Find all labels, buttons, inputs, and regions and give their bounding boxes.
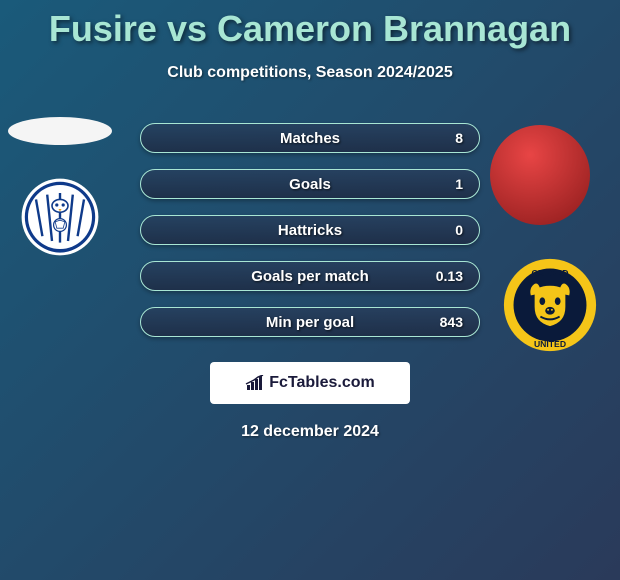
page-title: Fusire vs Cameron Brannagan bbox=[0, 0, 620, 50]
stat-row-matches: Matches 8 bbox=[140, 123, 480, 153]
logo-text: FcTables.com bbox=[269, 374, 375, 392]
svg-text:UNITED: UNITED bbox=[534, 339, 566, 349]
svg-text:OXFORD: OXFORD bbox=[532, 268, 569, 278]
stat-label: Hattricks bbox=[278, 222, 342, 239]
stat-row-hattricks: Hattricks 0 bbox=[140, 215, 480, 245]
stat-value-right: 8 bbox=[455, 130, 463, 146]
stat-value-right: 1 bbox=[455, 176, 463, 192]
stat-value-right: 0.13 bbox=[436, 268, 463, 284]
sheffield-wednesday-crest-icon bbox=[20, 177, 100, 257]
stat-row-min-per-goal: Min per goal 843 bbox=[140, 307, 480, 337]
stats-container: Matches 8 Goals 1 Hattricks 0 Goals per … bbox=[140, 123, 480, 353]
stat-label: Goals bbox=[289, 176, 331, 193]
stat-row-goals-per-match: Goals per match 0.13 bbox=[140, 261, 480, 291]
player-photo-left bbox=[8, 117, 112, 145]
oxford-united-crest-icon: OXFORD UNITED bbox=[502, 257, 598, 353]
fctables-logo[interactable]: FcTables.com bbox=[210, 362, 410, 404]
stat-value-right: 843 bbox=[440, 314, 463, 330]
stat-row-goals: Goals 1 bbox=[140, 169, 480, 199]
chart-icon bbox=[245, 375, 265, 391]
date-text: 12 december 2024 bbox=[0, 423, 620, 441]
stat-label: Goals per match bbox=[251, 268, 369, 285]
stat-value-right: 0 bbox=[455, 222, 463, 238]
player-photo-right bbox=[490, 125, 590, 225]
stat-label: Matches bbox=[280, 130, 340, 147]
stat-label: Min per goal bbox=[266, 314, 354, 331]
page-subtitle: Club competitions, Season 2024/2025 bbox=[0, 64, 620, 82]
